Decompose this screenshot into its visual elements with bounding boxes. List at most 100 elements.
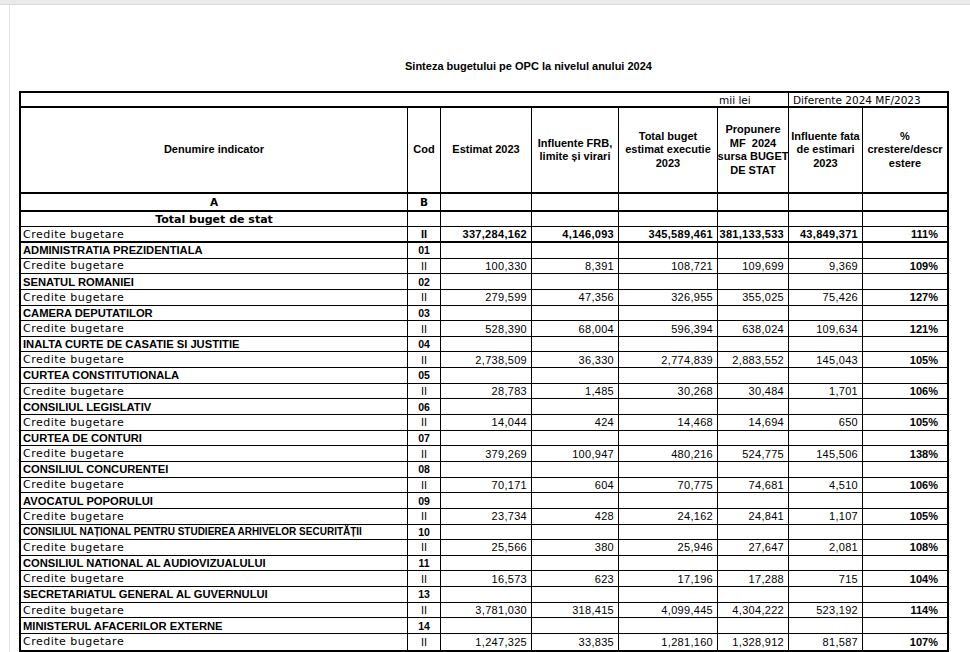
- percent-cell: [863, 368, 947, 383]
- column-letter-a: A: [21, 194, 408, 210]
- value-cell: 326,955: [619, 290, 718, 305]
- value-cell: [619, 399, 718, 414]
- value-cell: 480,216: [619, 446, 718, 461]
- value-cell: 108,721: [619, 259, 718, 274]
- row-label: Credite bugetare: [21, 509, 408, 524]
- value-cell: [789, 212, 863, 226]
- value-cell: [789, 556, 863, 571]
- empty-cell: [532, 194, 619, 210]
- cod-cell: II: [408, 603, 441, 618]
- ministry-row: CONSILIUL CONCURENTEI08: [21, 462, 947, 478]
- row-label: Credite bugetare: [21, 259, 408, 274]
- value-cell: 145,506: [789, 446, 863, 461]
- value-cell: 596,394: [619, 321, 718, 336]
- percent-cell: 121%: [863, 321, 947, 336]
- value-cell: [619, 493, 718, 508]
- value-cell: [532, 462, 619, 477]
- value-cell: [718, 587, 789, 602]
- row-label: Total buget de stat: [21, 212, 408, 226]
- value-cell: 23,734: [441, 509, 532, 524]
- value-cell: [718, 618, 789, 633]
- value-cell: [718, 337, 789, 352]
- value-cell: 9,369: [789, 259, 863, 274]
- value-cell: 109,699: [718, 259, 789, 274]
- row-label: AVOCATUL POPORULUI: [21, 493, 408, 508]
- ministry-row: CURTEA DE CONTURI07: [21, 431, 947, 447]
- value-cell: 16,573: [441, 571, 532, 586]
- diff-column-group-header: Diferente 2024 MF/2023: [789, 93, 947, 106]
- budget-table: mii lei Diferente 2024 MF/2023 Denumire …: [19, 91, 949, 652]
- value-cell: [718, 462, 789, 477]
- percent-cell: [863, 212, 947, 226]
- value-cell: [619, 243, 718, 258]
- value-cell: 1,247,325: [441, 634, 532, 650]
- ministry-row: SECRETARIATUL GENERAL AL GUVERNULUI13: [21, 587, 947, 603]
- ministry-row: CONSILIUL NATIONAL AL AUDIOVIZUALULUI11: [21, 556, 947, 572]
- cod-cell: 10: [408, 525, 441, 540]
- ministry-row: MINISTERUL AFACERILOR EXTERNE14: [21, 618, 947, 634]
- row-label: CONSILIUL LEGISLATIV: [21, 399, 408, 414]
- value-cell: [619, 587, 718, 602]
- empty-cell: [718, 194, 789, 210]
- cod-cell: II: [408, 321, 441, 336]
- cod-cell: II: [408, 446, 441, 461]
- credite-row: Credite bugetareII70,17160470,77574,6814…: [21, 478, 947, 494]
- credite-row: Credite bugetareII14,04442414,46814,6946…: [21, 415, 947, 431]
- cod-cell: 02: [408, 274, 441, 289]
- row-label: Credite bugetare: [21, 290, 408, 305]
- percent-cell: [863, 587, 947, 602]
- percent-cell: [863, 274, 947, 289]
- row-label: MINISTERUL AFACERILOR EXTERNE: [21, 618, 408, 633]
- cod-cell: 11: [408, 556, 441, 571]
- page-title: Sinteza bugetului pe OPC la nivelul anul…: [405, 60, 652, 72]
- value-cell: [789, 243, 863, 258]
- value-cell: 3,781,030: [441, 603, 532, 618]
- value-cell: [532, 243, 619, 258]
- value-cell: [718, 243, 789, 258]
- value-cell: [789, 399, 863, 414]
- value-cell: [789, 368, 863, 383]
- percent-cell: 114%: [863, 603, 947, 618]
- column-header-influente-fata: Influente fata de estimari 2023: [789, 108, 863, 192]
- percent-cell: [863, 337, 947, 352]
- ministry-row: CONSILIUL NAȚIONAL PENTRU STUDIEREA ARHI…: [21, 525, 947, 541]
- credite-row: Credite bugetareII337,284,1624,146,09334…: [21, 227, 947, 243]
- value-cell: 25,946: [619, 540, 718, 555]
- empty-cell: [21, 93, 718, 106]
- value-cell: [619, 337, 718, 352]
- value-cell: 17,196: [619, 571, 718, 586]
- column-letters-row: A B: [21, 194, 947, 212]
- value-cell: [532, 212, 619, 226]
- cod-cell: II: [408, 352, 441, 367]
- value-cell: 279,599: [441, 290, 532, 305]
- cod-cell: 14: [408, 618, 441, 633]
- value-cell: [718, 306, 789, 321]
- value-cell: [532, 306, 619, 321]
- value-cell: 70,775: [619, 478, 718, 493]
- value-cell: 14,468: [619, 415, 718, 430]
- value-cell: [532, 337, 619, 352]
- credite-row: Credite bugetareII25,56638025,94627,6472…: [21, 540, 947, 556]
- group-total-row: Total buget de stat: [21, 212, 947, 227]
- cod-cell: II: [408, 384, 441, 399]
- value-cell: 68,004: [532, 321, 619, 336]
- value-cell: 145,043: [789, 352, 863, 367]
- cod-cell: 05: [408, 368, 441, 383]
- percent-cell: 138%: [863, 446, 947, 461]
- credite-row: Credite bugetareII2,738,50936,3302,774,8…: [21, 352, 947, 368]
- value-cell: [619, 368, 718, 383]
- value-cell: [619, 462, 718, 477]
- value-cell: [789, 431, 863, 446]
- value-cell: 14,044: [441, 415, 532, 430]
- ministry-row: CONSILIUL LEGISLATIV06: [21, 399, 947, 415]
- value-cell: [532, 493, 619, 508]
- cod-cell: II: [408, 259, 441, 274]
- value-cell: [441, 525, 532, 540]
- column-header-denumire-indicator: Denumire indicator: [21, 108, 408, 192]
- percent-cell: [863, 462, 947, 477]
- row-label: Credite bugetare: [21, 603, 408, 618]
- column-header-procent: % crestere/descr estere: [863, 108, 947, 192]
- cod-cell: II: [408, 540, 441, 555]
- column-header-propunere-mf: Propunere MF 2024 sursa BUGET DE STAT: [718, 108, 789, 192]
- row-label: CONSILIUL NATIONAL AL AUDIOVIZUALULUI: [21, 556, 408, 571]
